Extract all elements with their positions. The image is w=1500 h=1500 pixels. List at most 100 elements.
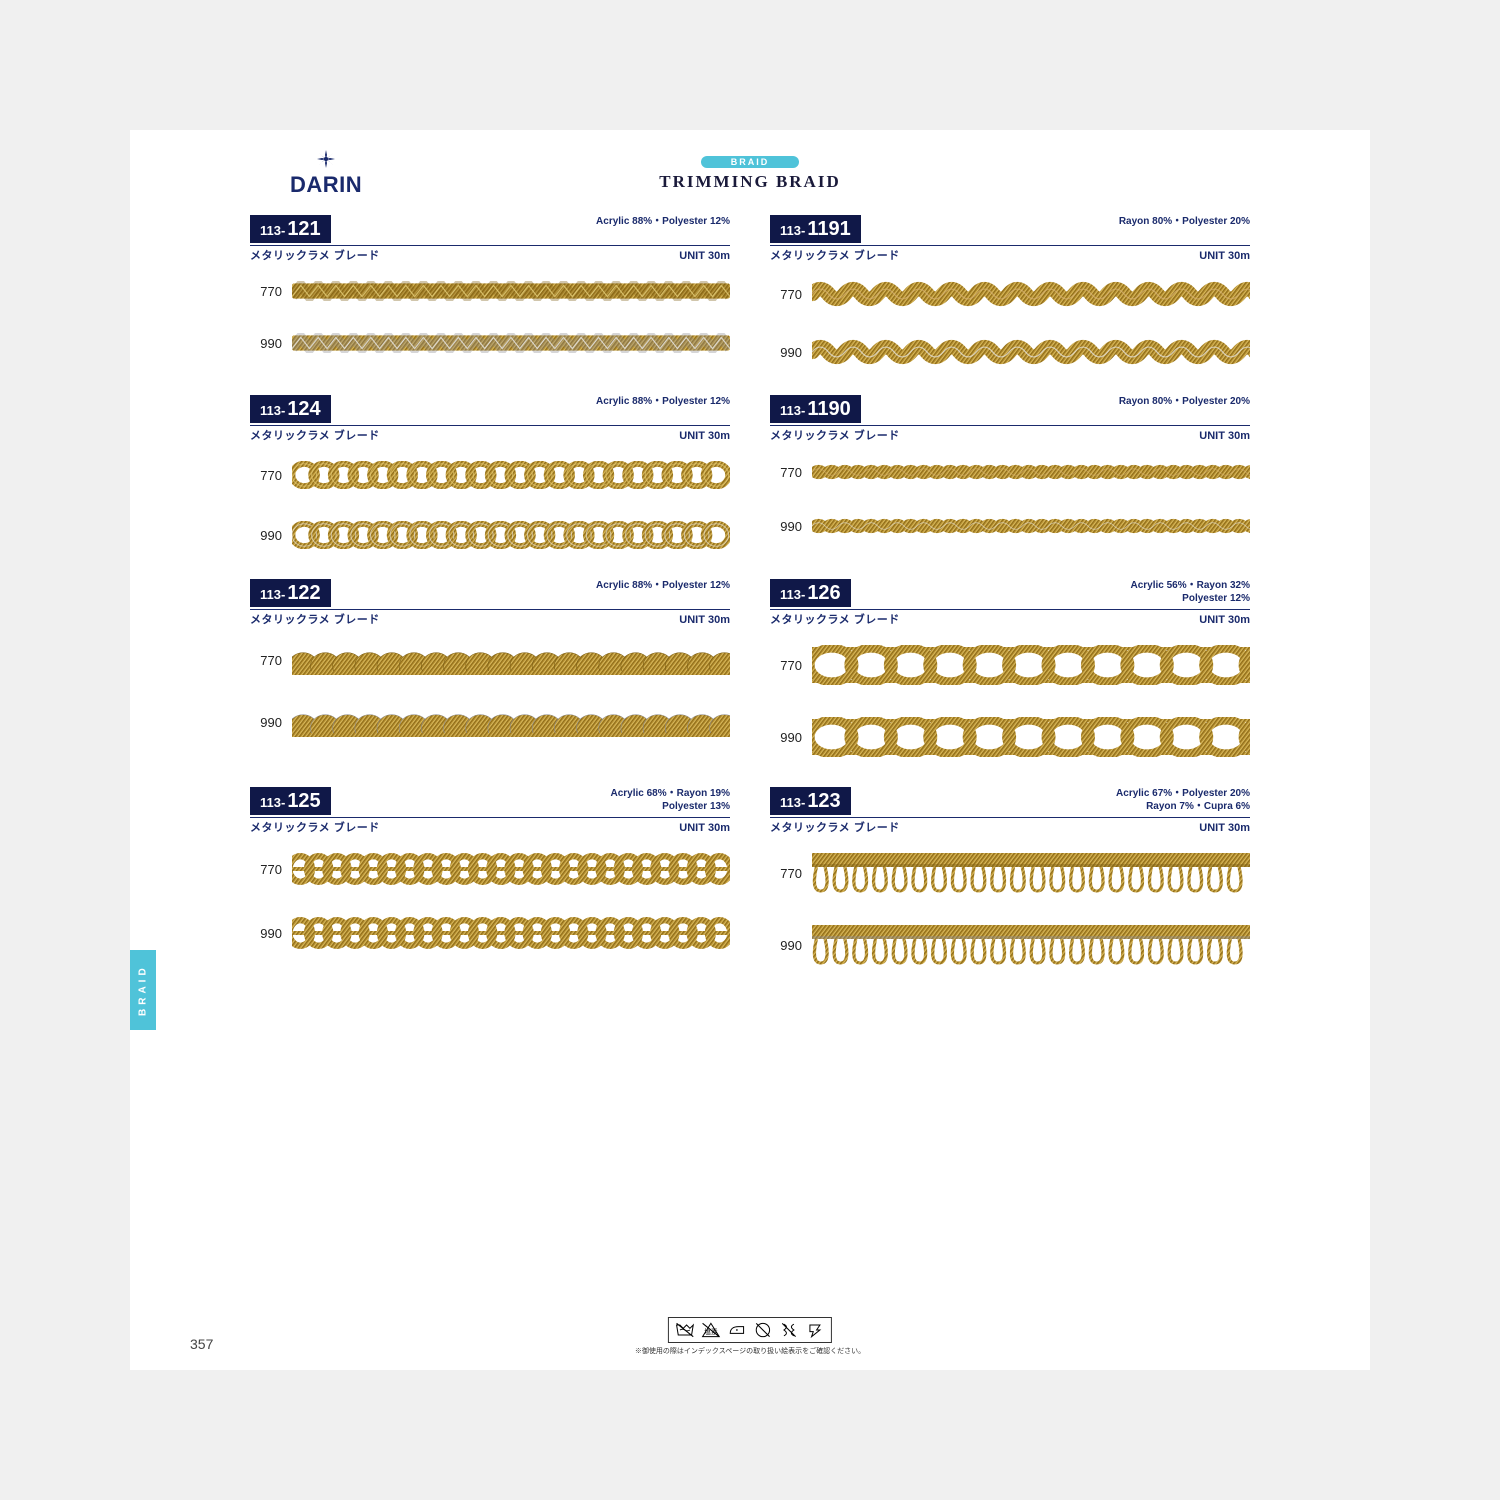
code-prefix: 113- [780, 223, 805, 238]
product-info: Rayon 80%・Polyester 20% [861, 215, 1250, 228]
variant-code: 990 [250, 715, 292, 730]
page-title: TRIMMING BRAID [659, 172, 840, 192]
name-unit-row: メタリックラメ ブレード UNIT 30m [250, 818, 730, 835]
code-main: 124 [287, 398, 320, 421]
name-unit-row: メタリックラメ ブレード UNIT 30m [770, 246, 1250, 263]
product-code: 113- 124 [250, 395, 331, 423]
product-block: 113- 126 Acrylic 56%・Rayon 32% Polyester… [770, 579, 1250, 767]
braid-swatch [292, 461, 730, 489]
logo-text: DARIN [290, 172, 362, 198]
product-info: Acrylic 68%・Rayon 19% Polyester 13% [331, 787, 730, 813]
variants: 770 990 [770, 853, 1250, 965]
product-header: 113- 121 Acrylic 88%・Polyester 12% [250, 215, 730, 246]
code-prefix: 113- [780, 587, 805, 602]
product-info: Acrylic 56%・Rayon 32% Polyester 12% [851, 579, 1250, 605]
code-prefix: 113- [780, 795, 805, 810]
composition-line2: Polyester 13% [662, 800, 730, 813]
product-header: 113- 124 Acrylic 88%・Polyester 12% [250, 395, 730, 426]
jp-product-name: メタリックラメ ブレード [770, 247, 900, 263]
braid-swatch [292, 707, 730, 737]
braid-swatch [812, 645, 1250, 685]
product-code: 113- 125 [250, 787, 331, 815]
name-unit-row: メタリックラメ ブレード UNIT 30m [770, 610, 1250, 627]
unit-label: UNIT 30m [679, 250, 730, 262]
unit-label: UNIT 30m [679, 614, 730, 626]
jp-product-name: メタリックラメ ブレード [250, 819, 380, 835]
catalog-page: BRAID DARIN [130, 130, 1370, 1370]
composition-line1: Acrylic 88%・Polyester 12% [596, 215, 730, 228]
variant-code: 990 [770, 519, 812, 534]
variants: 770 990 [250, 853, 730, 949]
variant-row: 990 [770, 717, 1250, 757]
braid-swatch [812, 853, 1250, 893]
variant-row: 990 [770, 925, 1250, 965]
variant-row: 990 [250, 521, 730, 549]
product-block: 113- 124 Acrylic 88%・Polyester 12% メタリック… [250, 395, 730, 559]
variant-row: 770 [250, 461, 730, 489]
product-header: 113- 126 Acrylic 56%・Rayon 32% Polyester… [770, 579, 1250, 610]
logo-star-icon [290, 150, 362, 172]
product-code: 113- 123 [770, 787, 851, 815]
name-unit-row: メタリックラメ ブレード UNIT 30m [250, 610, 730, 627]
variants: 770 990 [250, 461, 730, 549]
braid-swatch [292, 521, 730, 549]
code-prefix: 113- [260, 403, 285, 418]
braid-swatch [292, 917, 730, 949]
jp-product-name: メタリックラメ ブレード [770, 427, 900, 443]
braid-swatch [292, 333, 730, 353]
variant-code: 990 [770, 730, 812, 745]
product-block: 113- 121 Acrylic 88%・Polyester 12% メタリック… [250, 215, 730, 375]
variant-row: 990 [250, 333, 730, 353]
category-pill: BRAID [701, 156, 800, 168]
code-prefix: 113- [260, 223, 285, 238]
product-block: 113- 1190 Rayon 80%・Polyester 20% メタリックラ… [770, 395, 1250, 559]
product-info: Acrylic 88%・Polyester 12% [331, 395, 730, 408]
variant-code: 770 [250, 653, 292, 668]
unit-label: UNIT 30m [1199, 430, 1250, 442]
variant-code: 990 [250, 336, 292, 351]
product-header: 113- 1190 Rayon 80%・Polyester 20% [770, 395, 1250, 426]
variant-code: 990 [250, 926, 292, 941]
composition-line2: Polyester 12% [1182, 592, 1250, 605]
variant-code: 990 [770, 345, 812, 360]
composition-line1: Rayon 80%・Polyester 20% [1119, 395, 1250, 408]
variant-row: 770 [250, 853, 730, 885]
brand-logo: DARIN [290, 150, 362, 198]
braid-swatch [812, 925, 1250, 965]
unit-label: UNIT 30m [679, 822, 730, 834]
composition-line1: Acrylic 88%・Polyester 12% [596, 579, 730, 592]
product-header: 113- 122 Acrylic 88%・Polyester 12% [250, 579, 730, 610]
variant-row: 990 [770, 515, 1250, 537]
composition-line1: Rayon 80%・Polyester 20% [1119, 215, 1250, 228]
variant-row: 990 [250, 707, 730, 737]
variants: 770 990 [250, 645, 730, 737]
product-block: 113- 123 Acrylic 67%・Polyester 20% Rayon… [770, 787, 1250, 975]
braid-swatch [292, 281, 730, 301]
code-main: 1190 [807, 398, 850, 421]
braid-swatch [812, 461, 1250, 483]
braid-swatch [812, 339, 1250, 365]
product-code: 113- 1190 [770, 395, 861, 423]
variants: 770 990 [250, 281, 730, 353]
code-prefix: 113- [260, 795, 285, 810]
product-code: 113- 126 [770, 579, 851, 607]
product-info: Acrylic 88%・Polyester 12% [331, 579, 730, 592]
code-prefix: 113- [780, 403, 805, 418]
composition-line2: Rayon 7%・Cupra 6% [1146, 800, 1250, 813]
name-unit-row: メタリックラメ ブレード UNIT 30m [250, 246, 730, 263]
variant-code: 770 [770, 866, 812, 881]
code-main: 1191 [807, 218, 850, 241]
code-main: 122 [287, 582, 320, 605]
name-unit-row: メタリックラメ ブレード UNIT 30m [250, 426, 730, 443]
product-header: 113- 1191 Rayon 80%・Polyester 20% [770, 215, 1250, 246]
jp-product-name: メタリックラメ ブレード [250, 247, 380, 263]
code-main: 123 [807, 790, 840, 813]
variant-row: 770 [770, 461, 1250, 483]
variants: 770 990 [770, 461, 1250, 537]
code-main: 126 [807, 582, 840, 605]
jp-product-name: メタリックラメ ブレード [250, 611, 380, 627]
braid-swatch [812, 515, 1250, 537]
code-prefix: 113- [260, 587, 285, 602]
variant-row: 770 [250, 645, 730, 675]
composition-line1: Acrylic 67%・Polyester 20% [1116, 787, 1250, 800]
